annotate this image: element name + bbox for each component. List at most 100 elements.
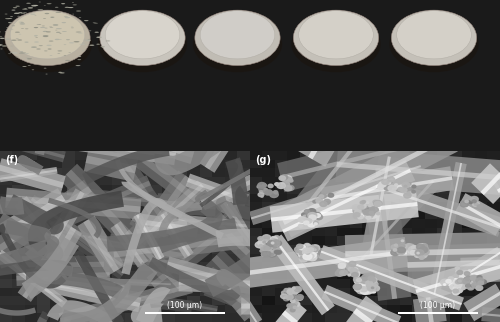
Ellipse shape — [78, 59, 81, 60]
Circle shape — [362, 288, 371, 294]
Circle shape — [272, 240, 276, 243]
Ellipse shape — [8, 22, 12, 23]
Circle shape — [469, 284, 472, 286]
Circle shape — [266, 242, 270, 245]
Circle shape — [353, 284, 362, 290]
Circle shape — [459, 274, 466, 279]
Circle shape — [290, 290, 297, 295]
Circle shape — [262, 253, 266, 256]
Circle shape — [394, 184, 398, 186]
Circle shape — [356, 278, 362, 282]
Circle shape — [468, 197, 470, 199]
Bar — [145, 312, 225, 315]
Circle shape — [360, 201, 364, 204]
Circle shape — [284, 177, 289, 181]
Circle shape — [304, 255, 306, 256]
Circle shape — [289, 308, 292, 310]
Ellipse shape — [28, 65, 30, 66]
Circle shape — [456, 276, 458, 278]
Circle shape — [272, 242, 280, 247]
Circle shape — [460, 201, 468, 207]
Circle shape — [262, 184, 266, 187]
Circle shape — [270, 239, 278, 244]
Circle shape — [457, 283, 460, 285]
Ellipse shape — [8, 53, 11, 54]
Circle shape — [420, 249, 429, 255]
Ellipse shape — [105, 11, 180, 59]
Circle shape — [314, 251, 318, 253]
Circle shape — [466, 279, 469, 281]
Ellipse shape — [11, 40, 16, 41]
Ellipse shape — [96, 36, 102, 38]
Circle shape — [370, 205, 373, 207]
Circle shape — [354, 279, 362, 284]
Circle shape — [300, 247, 308, 252]
Circle shape — [296, 244, 303, 249]
Circle shape — [369, 207, 371, 208]
Circle shape — [308, 217, 311, 218]
Circle shape — [406, 245, 412, 249]
Circle shape — [364, 285, 368, 288]
Circle shape — [306, 253, 312, 256]
Circle shape — [302, 247, 308, 251]
Ellipse shape — [50, 16, 54, 18]
Ellipse shape — [22, 66, 26, 67]
Ellipse shape — [200, 11, 275, 59]
Circle shape — [315, 221, 318, 223]
Circle shape — [313, 218, 316, 221]
Ellipse shape — [43, 18, 46, 19]
Ellipse shape — [78, 56, 81, 57]
Circle shape — [372, 210, 376, 213]
Ellipse shape — [84, 40, 88, 41]
Circle shape — [302, 256, 306, 259]
Circle shape — [478, 206, 480, 207]
Text: (f): (f) — [5, 155, 18, 165]
Circle shape — [382, 180, 389, 185]
Ellipse shape — [20, 13, 25, 14]
Ellipse shape — [24, 42, 28, 43]
Circle shape — [286, 295, 293, 300]
Ellipse shape — [82, 42, 86, 43]
Ellipse shape — [12, 25, 15, 26]
Circle shape — [328, 194, 334, 197]
Circle shape — [354, 268, 358, 271]
Circle shape — [260, 191, 262, 193]
Circle shape — [308, 222, 315, 227]
Ellipse shape — [13, 7, 17, 8]
Circle shape — [366, 280, 370, 283]
Circle shape — [370, 211, 374, 213]
Circle shape — [412, 185, 416, 188]
Ellipse shape — [19, 22, 23, 23]
Ellipse shape — [14, 13, 20, 14]
Circle shape — [369, 211, 374, 214]
Circle shape — [370, 216, 372, 218]
Circle shape — [360, 287, 366, 291]
Circle shape — [373, 200, 378, 203]
Circle shape — [365, 277, 369, 279]
Circle shape — [287, 304, 292, 308]
Circle shape — [358, 210, 362, 213]
Circle shape — [386, 181, 390, 184]
Text: (100 μm): (100 μm) — [168, 301, 202, 310]
Circle shape — [458, 286, 460, 287]
Circle shape — [464, 272, 470, 276]
Circle shape — [356, 285, 361, 289]
Circle shape — [316, 199, 322, 203]
Ellipse shape — [22, 9, 28, 10]
Circle shape — [340, 267, 342, 269]
Ellipse shape — [8, 18, 12, 19]
Ellipse shape — [68, 7, 73, 8]
Ellipse shape — [74, 41, 80, 43]
Circle shape — [397, 247, 406, 253]
Text: (g): (g) — [255, 155, 271, 165]
Circle shape — [412, 191, 416, 193]
Circle shape — [456, 267, 460, 270]
Circle shape — [472, 202, 480, 206]
Ellipse shape — [392, 10, 476, 66]
Circle shape — [270, 192, 278, 197]
Ellipse shape — [5, 18, 10, 19]
Circle shape — [384, 185, 392, 191]
Ellipse shape — [88, 39, 90, 40]
Ellipse shape — [38, 9, 43, 10]
Ellipse shape — [46, 3, 52, 4]
